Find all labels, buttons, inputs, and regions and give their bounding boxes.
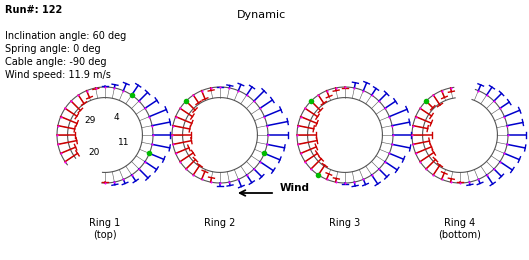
Text: 29: 29 [85, 116, 96, 125]
Text: Dynamic: Dynamic [238, 10, 287, 20]
Text: 4: 4 [114, 113, 119, 122]
Text: Spring angle: 0 deg: Spring angle: 0 deg [5, 44, 101, 54]
Text: 11: 11 [118, 138, 130, 147]
Text: 20: 20 [88, 148, 99, 157]
Text: Ring 2: Ring 2 [204, 218, 236, 228]
Text: Wind speed: 11.9 m/s: Wind speed: 11.9 m/s [5, 70, 111, 80]
Text: Ring 3: Ring 3 [330, 218, 361, 228]
Text: Run#: 122: Run#: 122 [5, 5, 62, 15]
Text: Wind: Wind [280, 183, 310, 193]
Text: Inclination angle: 60 deg: Inclination angle: 60 deg [5, 31, 126, 41]
Text: Cable angle: -90 deg: Cable angle: -90 deg [5, 57, 106, 67]
Text: Ring 4
(bottom): Ring 4 (bottom) [439, 218, 481, 240]
Text: Ring 1
(top): Ring 1 (top) [89, 218, 121, 240]
